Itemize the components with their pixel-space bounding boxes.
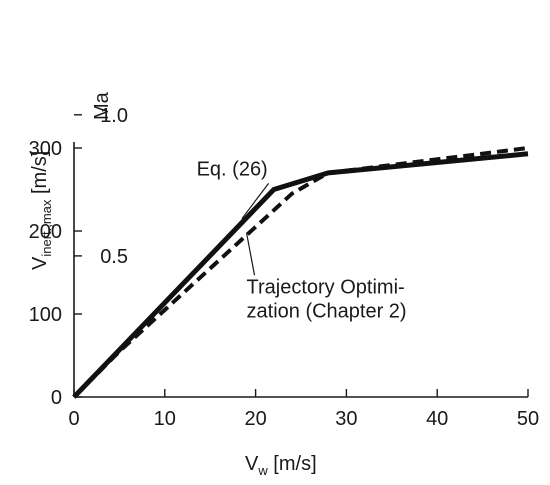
plot-area: Eq. (26) Trajectory Optimi-zation (Chapte…: [72, 146, 529, 399]
annotation-line: Trajectory Optimi-: [247, 276, 405, 298]
y-tick-label: 300: [29, 138, 62, 160]
y-tick-label: 200: [29, 221, 62, 243]
annotation-leader-line: [241, 183, 270, 219]
x-tick-label: 50: [517, 408, 539, 430]
annotation-label: Trajectory Optimi-zation (Chapter 2): [247, 276, 407, 322]
y-tick-label: 0: [51, 387, 62, 409]
annotation-label: Eq. (26): [197, 158, 268, 180]
x-axis-label-main: V: [245, 453, 259, 475]
x-axis-label-sub: w: [257, 463, 268, 478]
x-tick-label: 20: [244, 408, 266, 430]
series-solid-line: [72, 151, 529, 399]
annotation-line: Eq. (26): [197, 158, 268, 180]
axes: 0 10 20 30 40 50 0 100 200 300 0.5 1.0: [29, 105, 540, 430]
y-axis-label-unit: [m/s]: [29, 151, 51, 200]
y-tick-label: 100: [29, 304, 62, 326]
y-axis-label-sub: inert.,max: [39, 199, 54, 257]
x-axis-label: Vw [m/s]: [245, 453, 317, 478]
x-tick-label: 40: [426, 408, 448, 430]
annotation-leader-line: [245, 232, 256, 276]
y-axis-label-main: V: [29, 256, 51, 270]
annotation-line: zation (Chapter 2): [247, 300, 407, 322]
series-dashed-line: [72, 146, 529, 399]
y-axis-label: Vinert.,max [m/s]: [29, 151, 54, 270]
x-axis-label-unit: [m/s]: [268, 453, 317, 475]
x-tick-label: 0: [68, 408, 79, 430]
x-tick-label: 30: [335, 408, 357, 430]
mach-tick-label: 0.5: [100, 246, 128, 268]
mach-tick-label: 1.0: [100, 105, 128, 127]
x-tick-label: 10: [154, 408, 176, 430]
mach-axis-label: Ma: [91, 91, 113, 120]
